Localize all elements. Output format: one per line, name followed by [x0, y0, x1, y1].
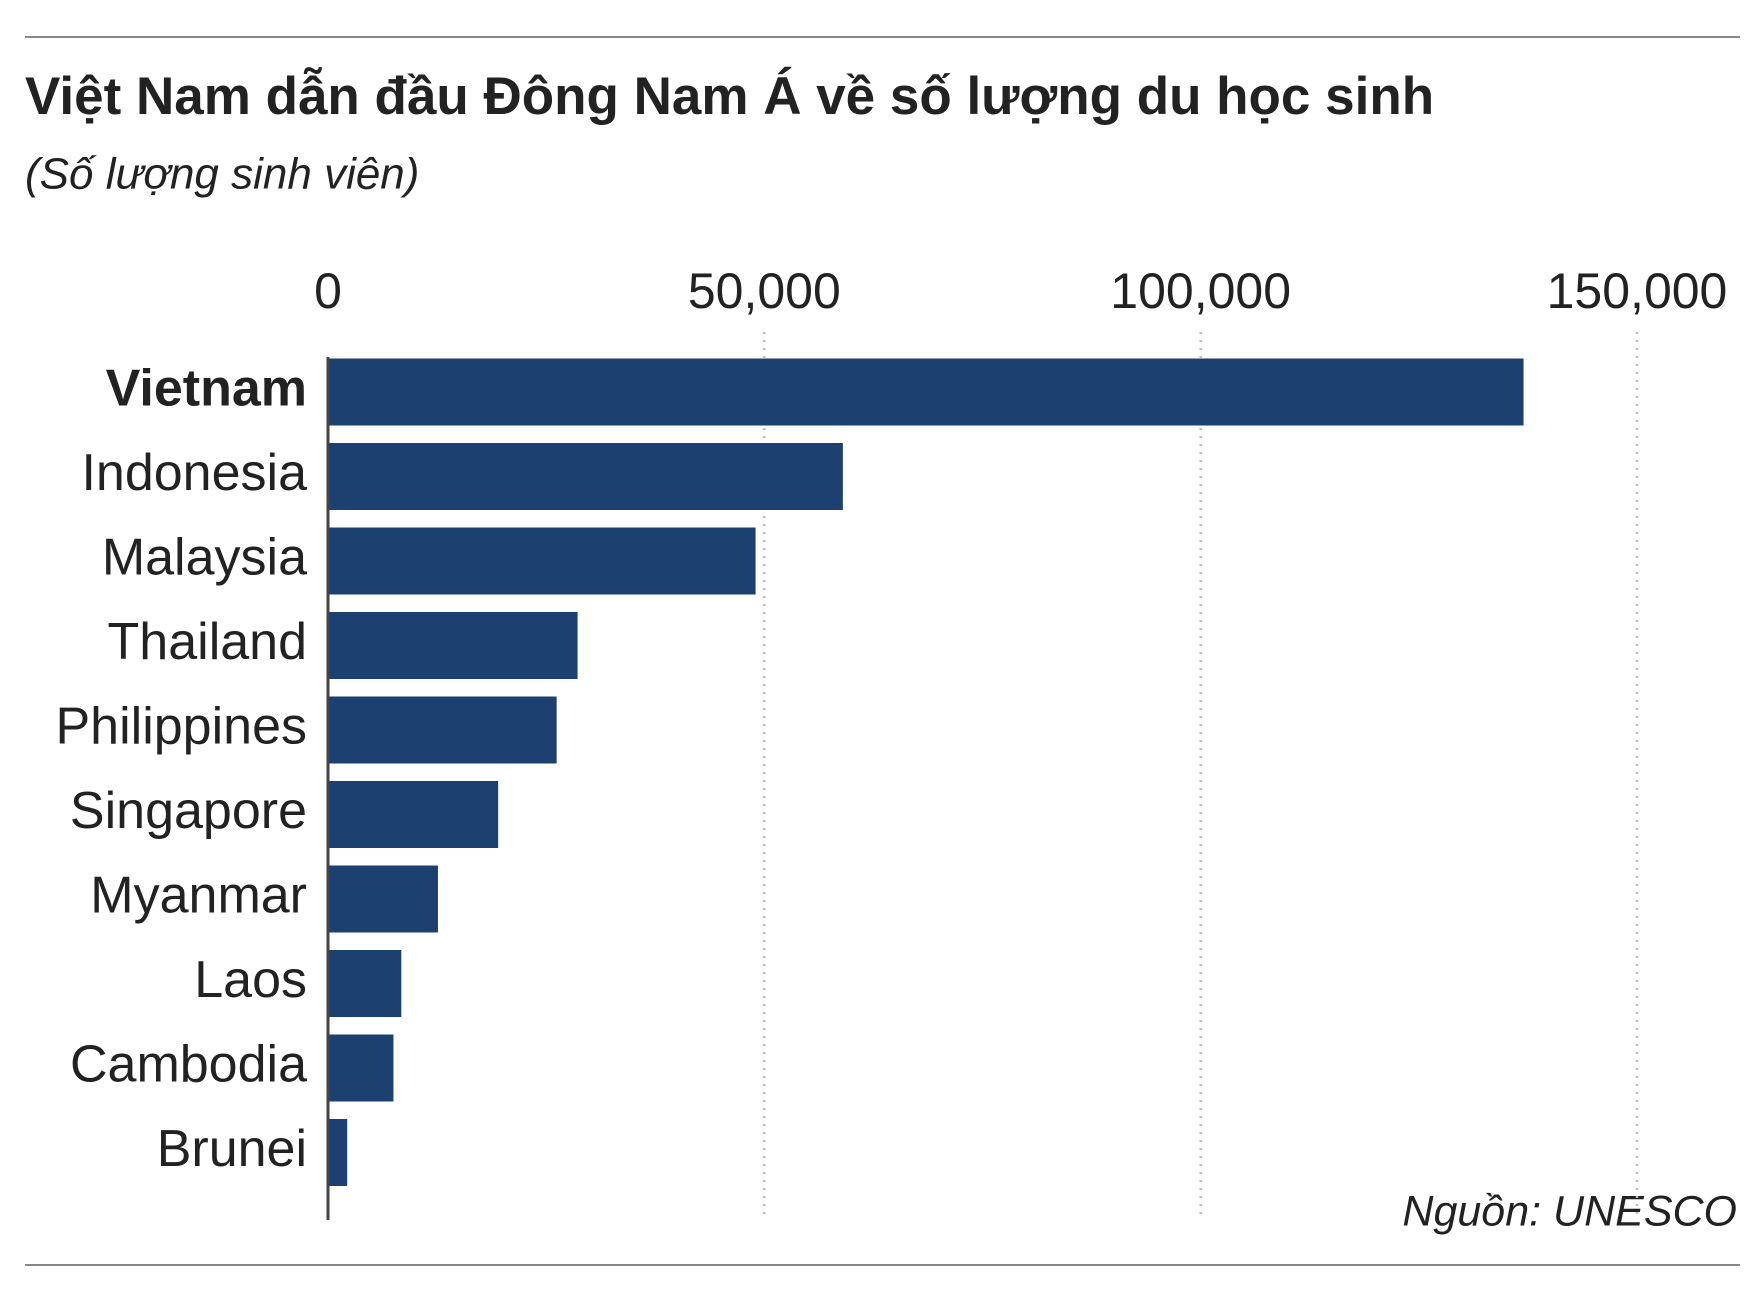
bar: [328, 696, 557, 764]
y-tick-label: Thailand: [108, 613, 307, 671]
bar: [328, 612, 578, 679]
bar: [328, 781, 499, 848]
x-tick-label: 100,000: [1110, 263, 1291, 319]
y-tick-label: Indonesia: [81, 444, 307, 502]
bar: [328, 527, 756, 595]
bar: [328, 443, 843, 510]
bar: [328, 1034, 394, 1102]
bar: [328, 865, 438, 933]
x-tick-label: 50,000: [688, 263, 841, 319]
y-tick-label: Singapore: [70, 782, 307, 840]
y-tick-label: Myanmar: [90, 867, 307, 925]
chart-subtitle: (Số lượng sinh viên): [25, 150, 419, 199]
x-tick-label: 0: [314, 263, 342, 319]
y-tick-label: Philippines: [56, 698, 308, 756]
bar: [328, 950, 402, 1017]
y-tick-label: Brunei: [157, 1120, 307, 1178]
bar: [328, 1119, 348, 1186]
chart-title: Việt Nam dẫn đầu Đông Nam Á về số lượng …: [25, 66, 1434, 126]
y-tick-label: Laos: [194, 951, 307, 1009]
x-tick-label: 150,000: [1547, 263, 1728, 319]
y-tick-label: Vietnam: [106, 360, 307, 418]
source: Nguồn: UNESCO: [1402, 1187, 1737, 1235]
bar: [328, 358, 1524, 426]
y-tick-label: Cambodia: [70, 1036, 307, 1094]
y-tick-label: Malaysia: [102, 529, 307, 587]
